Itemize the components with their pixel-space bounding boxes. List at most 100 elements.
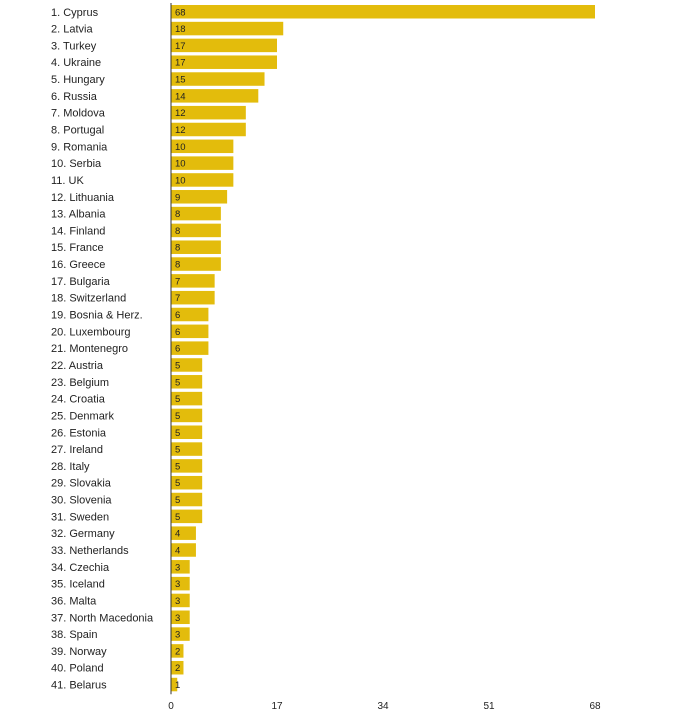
category-label: 32. Germany: [51, 528, 115, 540]
bar: [171, 375, 203, 389]
bar: [171, 644, 184, 658]
value-label: 7: [175, 276, 180, 287]
category-label: 11. UK: [51, 175, 84, 187]
x-tick-label: 34: [377, 701, 389, 712]
bars: [171, 5, 595, 692]
value-label: 15: [175, 75, 186, 86]
value-label: 4: [175, 529, 180, 540]
value-label: 8: [175, 209, 180, 220]
category-label: 20. Luxembourg: [51, 326, 131, 338]
category-label: 34. Czechia: [51, 562, 110, 574]
value-label: 5: [175, 411, 180, 422]
category-label: 9. Romania: [51, 141, 108, 153]
bar: [171, 55, 277, 69]
bar: [171, 223, 221, 238]
value-label: 5: [175, 495, 180, 506]
value-label: 2: [175, 663, 180, 674]
bar: [171, 576, 190, 591]
category-label: 21. Montenegro: [51, 343, 128, 355]
bar: [171, 475, 203, 490]
category-label: 40. Poland: [51, 663, 104, 675]
value-label: 5: [175, 428, 180, 439]
category-label: 4. Ukraine: [51, 57, 101, 69]
bar: [171, 21, 284, 36]
x-tick-label: 0: [168, 701, 174, 712]
value-label: 7: [175, 293, 180, 304]
category-label: 1. Cyprus: [51, 7, 99, 19]
bar: [171, 5, 595, 19]
category-label: 22. Austria: [51, 360, 104, 372]
category-label: 23. Belgium: [51, 377, 109, 389]
bar: [171, 459, 203, 473]
value-label: 3: [175, 562, 180, 573]
category-label: 25. Denmark: [51, 410, 114, 422]
value-label: 8: [175, 226, 180, 237]
category-label: 5. Hungary: [51, 74, 105, 86]
category-label: 10. Serbia: [51, 158, 102, 170]
category-label: 30. Slovenia: [51, 495, 112, 507]
value-label: 4: [175, 545, 180, 556]
bar: [171, 341, 209, 355]
category-labels: 1. Cyprus 2. Latvia 3. Turkey 4. Ukraine 5. …: [51, 7, 154, 692]
bar: [171, 492, 203, 507]
bar: [171, 274, 215, 288]
x-tick-label: 68: [589, 701, 601, 712]
value-label: 3: [175, 630, 180, 641]
bar: [171, 543, 196, 557]
x-tick-label: 51: [483, 701, 495, 712]
value-label: 6: [175, 344, 180, 355]
value-label: 10: [175, 159, 186, 170]
bar: [171, 257, 221, 271]
category-label: 41. Belarus: [51, 680, 107, 692]
x-tick-label: 17: [271, 701, 283, 712]
category-label: 29. Slovakia: [51, 478, 112, 490]
category-label: 19. Bosnia & Herz.: [51, 310, 143, 322]
bar: [171, 610, 190, 625]
category-label: 37. North Macedonia: [51, 612, 154, 624]
value-label: 12: [175, 108, 186, 119]
x-axis-ticks: 0 17 34 51 68: [168, 701, 601, 712]
bar: [171, 593, 190, 608]
bar: [171, 105, 246, 120]
bar: [171, 290, 215, 305]
bar: [171, 560, 190, 574]
value-label: 2: [175, 646, 180, 657]
value-label: 68: [175, 7, 186, 18]
value-label: 6: [175, 310, 180, 321]
value-label: 3: [175, 596, 180, 607]
bar: [171, 72, 265, 86]
category-label: 12. Lithuania: [51, 192, 115, 204]
value-label: 10: [175, 175, 186, 186]
bar: [171, 89, 259, 103]
value-label: 8: [175, 243, 180, 254]
value-label: 5: [175, 512, 180, 523]
bar: [171, 139, 234, 154]
category-label: 28. Italy: [51, 461, 90, 473]
bar: [171, 526, 196, 540]
category-label: 15. France: [51, 242, 104, 254]
bar: [171, 38, 277, 53]
value-label: 5: [175, 394, 180, 405]
bar: [171, 627, 190, 641]
value-label: 5: [175, 445, 180, 456]
category-label: 6. Russia: [51, 91, 98, 103]
category-label: 3. Turkey: [51, 40, 97, 52]
category-label: 31. Sweden: [51, 511, 109, 523]
value-label: 18: [175, 24, 186, 35]
category-label: 39. Norway: [51, 646, 107, 658]
value-label: 6: [175, 327, 180, 338]
value-label: 3: [175, 579, 180, 590]
value-label: 5: [175, 377, 180, 388]
category-label: 17. Bulgaria: [51, 276, 111, 288]
category-label: 38. Spain: [51, 629, 97, 641]
value-label: 9: [175, 192, 180, 203]
bar: [171, 677, 178, 692]
category-label: 27. Ireland: [51, 444, 103, 456]
value-label: 5: [175, 461, 180, 472]
value-label: 17: [175, 41, 186, 52]
bar: [171, 358, 203, 372]
category-label: 26. Estonia: [51, 427, 107, 439]
category-label: 33. Netherlands: [51, 545, 129, 557]
value-label: 10: [175, 142, 186, 153]
category-label: 18. Switzerland: [51, 293, 126, 305]
